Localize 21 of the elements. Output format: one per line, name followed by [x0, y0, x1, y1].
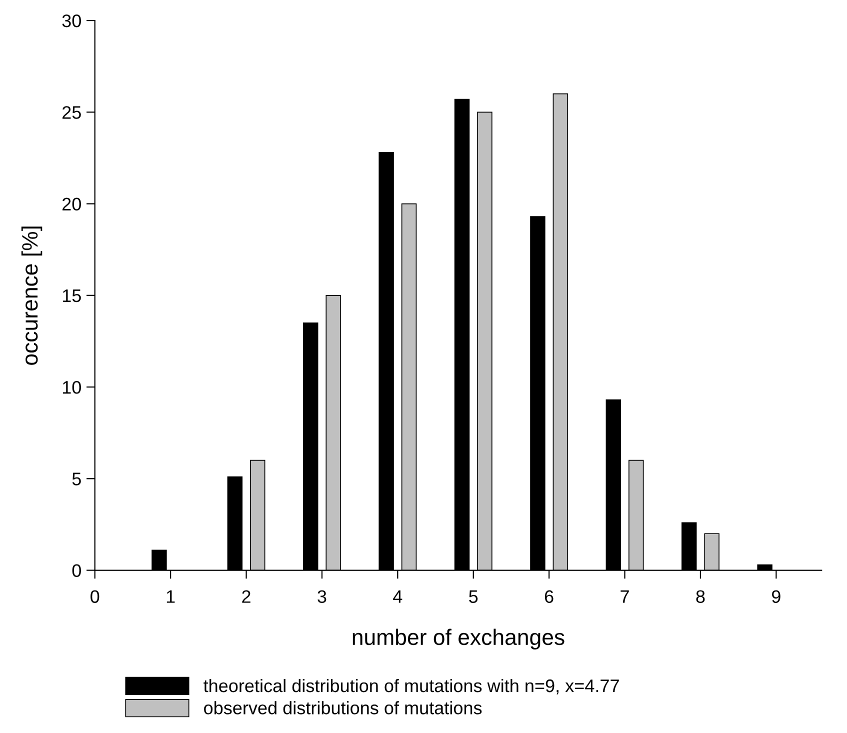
y-tick-label: 30	[62, 14, 81, 28]
legend-label: theoretical distribution of mutations with n=9, x=4.77	[204, 678, 619, 694]
y-tick-label: 5	[72, 472, 81, 486]
x-axis-title: number of exchanges	[352, 628, 564, 650]
y-tick-label: 15	[62, 290, 81, 302]
x-tick-label: 2	[242, 590, 250, 603]
y-tick-label: 0	[72, 564, 81, 577]
x-tick-label: 8	[696, 590, 705, 603]
x-tick-label: 6	[544, 590, 554, 603]
y-tick-label: 10	[62, 380, 81, 394]
x-tick-label: 3	[318, 590, 326, 603]
x-tick-label: 1	[166, 590, 175, 603]
x-tick-label: 7	[620, 590, 629, 603]
x-tick-label: 5	[469, 590, 478, 603]
y-tick-label: 20	[62, 198, 81, 210]
x-tick-label: 4	[393, 590, 402, 603]
legend-label: observed distributions of mutations	[204, 701, 482, 714]
y-tick-label: 25	[62, 106, 81, 119]
x-tick-label: 0	[90, 590, 100, 603]
y-axis-title: occurence [%]	[21, 226, 42, 365]
x-tick-label: 9	[772, 590, 780, 603]
